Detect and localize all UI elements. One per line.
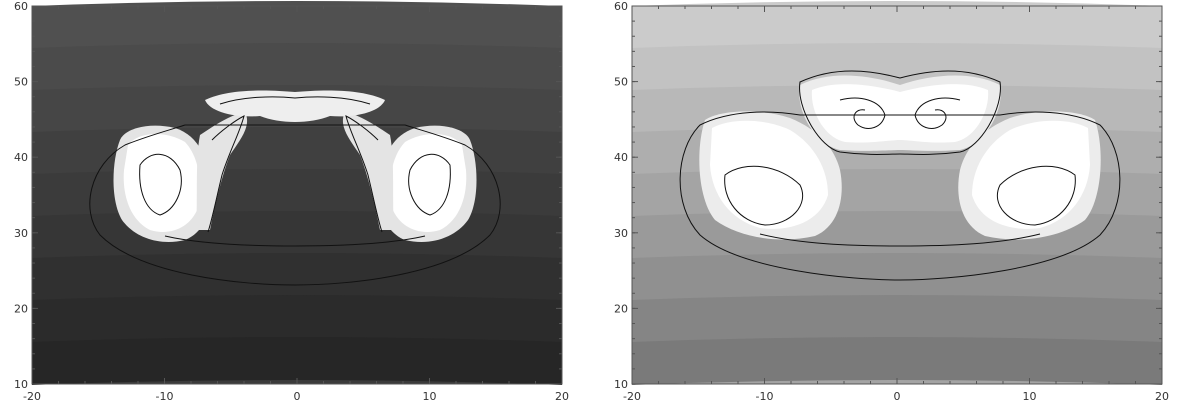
y-tick-label: 20 bbox=[614, 302, 628, 315]
right-white-lobes bbox=[699, 75, 1101, 240]
background-band bbox=[32, 43, 562, 91]
y-tick-label: 40 bbox=[14, 151, 28, 164]
x-tick-label: 0 bbox=[294, 390, 301, 403]
x-tick-label: -10 bbox=[756, 390, 774, 403]
y-tick-label: 60 bbox=[614, 0, 628, 13]
x-tick-label: 20 bbox=[1155, 390, 1169, 403]
left-inner-contour-r bbox=[408, 153, 451, 216]
background-band bbox=[32, 253, 562, 301]
right-lobe-left-core bbox=[710, 120, 828, 229]
y-tick-label: 50 bbox=[614, 76, 628, 89]
right-outer-contour bbox=[679, 111, 1121, 281]
y-tick-label: 10 bbox=[14, 378, 28, 391]
left-inner-contour-l bbox=[139, 153, 182, 216]
left-panel: -20 -10 0 10 20 10 20 30 40 50 60 bbox=[14, 0, 569, 403]
right-contours bbox=[679, 70, 1121, 281]
right-panel: -20 -10 0 10 20 10 20 30 40 50 60 bbox=[614, 0, 1169, 403]
right-y-ticks: 10 20 30 40 50 60 bbox=[614, 0, 1162, 391]
y-tick-label: 60 bbox=[14, 0, 28, 13]
y-tick-label: 40 bbox=[614, 151, 628, 164]
right-bottom-contour bbox=[759, 233, 1041, 247]
left-lobe-left-core bbox=[123, 134, 200, 232]
background-band bbox=[632, 253, 1162, 301]
y-tick-label: 50 bbox=[14, 76, 28, 89]
background-band bbox=[32, 127, 562, 175]
y-tick-label: 20 bbox=[14, 302, 28, 315]
y-tick-label: 10 bbox=[614, 378, 628, 391]
left-cap-contour bbox=[219, 96, 371, 105]
background-band bbox=[32, 337, 562, 385]
left-contours bbox=[89, 96, 501, 286]
y-tick-label: 30 bbox=[14, 227, 28, 240]
left-stem-contour-l bbox=[207, 115, 245, 233]
right-inner-contour-r bbox=[997, 165, 1076, 226]
background-band bbox=[32, 211, 562, 259]
left-bottom-contour bbox=[164, 235, 426, 247]
x-tick-label: 0 bbox=[894, 390, 901, 403]
y-tick-label: 30 bbox=[614, 227, 628, 240]
left-background-bands bbox=[32, 1, 562, 385]
right-swirl-l bbox=[839, 97, 886, 129]
left-stem-contour-r bbox=[345, 115, 383, 233]
x-tick-label: 10 bbox=[1023, 390, 1037, 403]
background-band bbox=[632, 43, 1162, 91]
right-inner-contour-l bbox=[724, 165, 803, 226]
x-tick-label: -20 bbox=[23, 390, 41, 403]
background-band bbox=[632, 337, 1162, 385]
background-band bbox=[632, 295, 1162, 343]
left-lobe-right-core bbox=[390, 134, 467, 232]
right-swirl-r bbox=[914, 97, 961, 129]
right-lobe-right-core bbox=[972, 120, 1090, 229]
x-tick-label: -20 bbox=[623, 390, 641, 403]
left-top-cap bbox=[205, 90, 385, 122]
background-band bbox=[632, 1, 1162, 49]
background-band bbox=[32, 295, 562, 343]
left-y-ticks: 10 20 30 40 50 60 bbox=[14, 0, 562, 391]
background-band bbox=[32, 169, 562, 217]
x-tick-label: -10 bbox=[156, 390, 174, 403]
left-x-ticks: -20 -10 0 10 20 bbox=[23, 6, 569, 403]
right-cap-outer-contour bbox=[799, 70, 1001, 155]
x-tick-label: 10 bbox=[423, 390, 437, 403]
right-top-cap-core bbox=[811, 84, 989, 143]
background-band bbox=[32, 1, 562, 49]
left-outer-contour bbox=[89, 124, 501, 286]
x-tick-label: 20 bbox=[555, 390, 569, 403]
